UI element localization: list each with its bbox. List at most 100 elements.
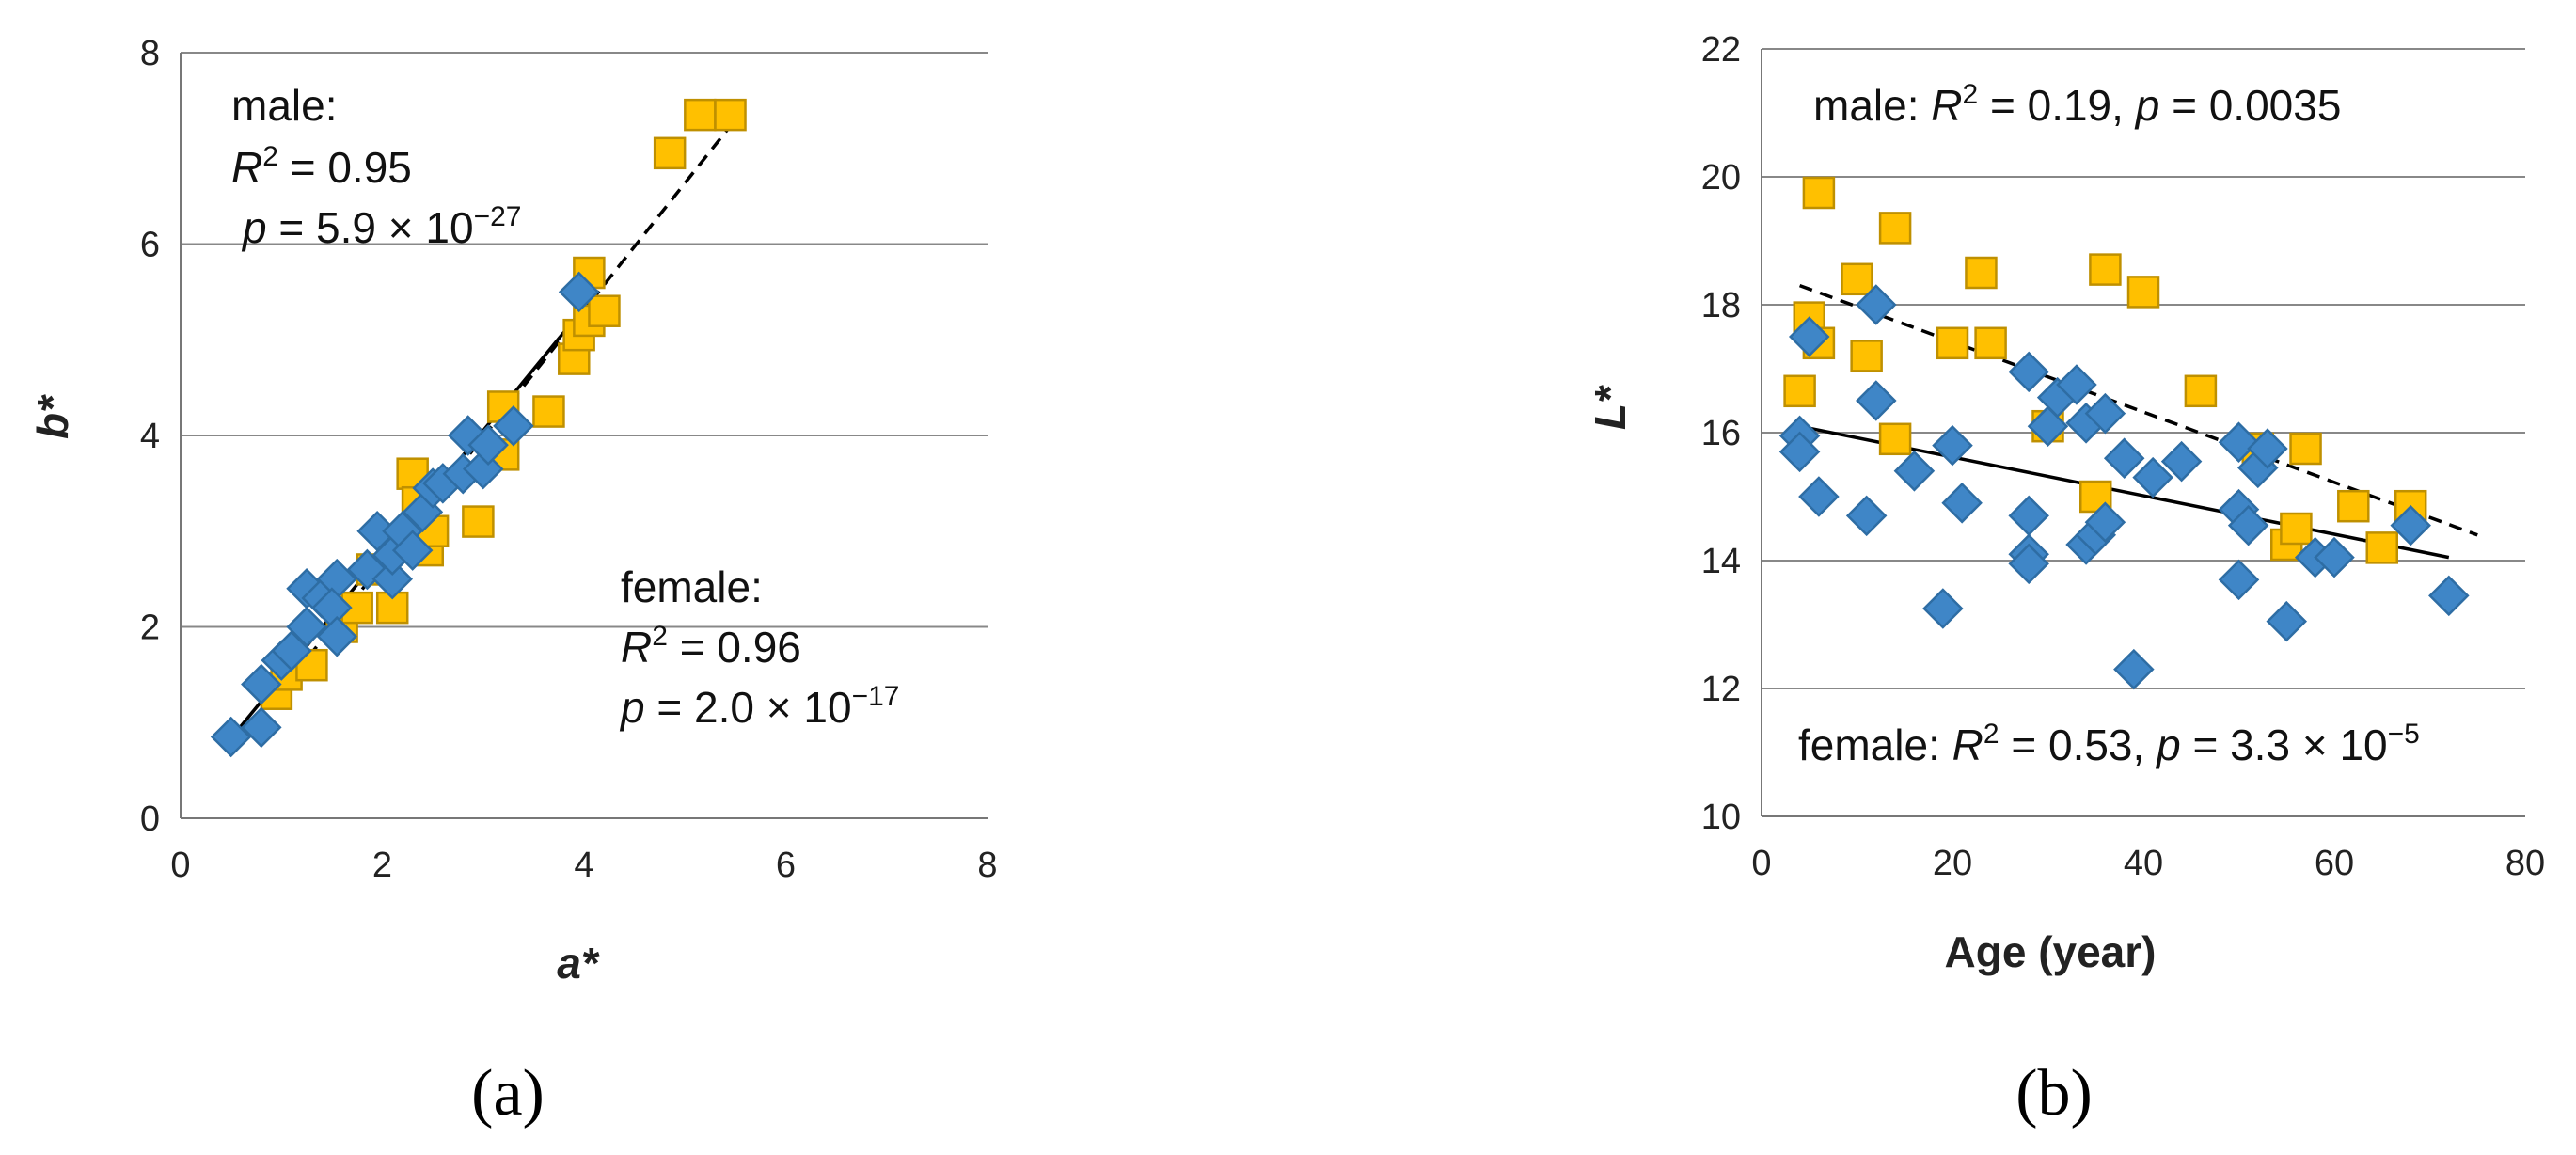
chart-b-x-tick-label: 0: [1751, 844, 1771, 883]
chart-b-y-tick-label: 16: [1701, 414, 1741, 453]
chart-b-female-point: [2103, 437, 2145, 479]
chart-b-male-point: [2289, 432, 2322, 466]
chart-b-male-point: [2184, 374, 2218, 408]
chart-b-male-point: [2280, 512, 2313, 546]
chart-a-x-tick-label: 4: [574, 846, 593, 885]
chart-b-male-point: [1783, 374, 1816, 408]
chart-a-female-point: [241, 706, 282, 749]
chart-b-male-point: [2089, 253, 2122, 286]
chart-b-y-tick-label: 20: [1701, 158, 1741, 198]
chart-b-female-point: [1856, 284, 1897, 325]
chart-b-female-point: [2008, 351, 2049, 393]
chart-b-male-point: [1878, 422, 1912, 456]
chart-a-male-point: [684, 98, 717, 132]
chart-b-female-point: [1778, 431, 1821, 473]
chart-b-x-tick-label: 60: [2315, 844, 2354, 883]
chart-a-female-annotation-label: female:: [621, 562, 763, 611]
chart-b-female-point: [2314, 536, 2355, 578]
chart-a-y-tick-label: 0: [140, 799, 160, 839]
chart-a-male-point: [714, 98, 747, 132]
chart-b-male-point: [2337, 489, 2370, 523]
chart-b-male-point: [1841, 262, 1873, 296]
chart-b-female-point: [2084, 501, 2126, 543]
chart-b-female-point: [2084, 392, 2126, 435]
chart-b-male-point: [2365, 531, 2398, 564]
chart-a-female-point: [316, 615, 358, 657]
chart-b-male-point: [2079, 480, 2112, 514]
chart-b-female-point: [1798, 476, 1840, 517]
chart-a-male-point: [588, 294, 621, 327]
chart-b-female-point: [2008, 543, 2049, 585]
chart-b-female-point: [2428, 575, 2470, 617]
chart-a-female-point: [467, 424, 509, 466]
chart-b-female-point: [2218, 559, 2260, 601]
chart-a-male-r2: R2 = 0.95: [231, 141, 412, 192]
chart-a-male-annotation-label: male:: [231, 81, 337, 130]
chart-b-male-point: [1965, 256, 1998, 290]
chart-b-y-tick-label: 12: [1701, 670, 1741, 709]
chart-b: 0 20 40 60 80 10 12 14 16 18 20 22 Age (year) L* m…: [1586, 30, 2545, 976]
chart-a-female-point: [371, 558, 413, 600]
chart-b-female-point: [2218, 421, 2260, 463]
chart-a-female-p: p = 2.0 × 10−17: [619, 681, 899, 732]
chart-b-female-point: [1845, 495, 1888, 537]
chart-b-female-annotation: female: R2 = 0.53, p = 3.3 × 10−5: [1798, 719, 2420, 769]
chart-b-female-point: [2247, 428, 2288, 469]
chart-b-female-point: [1893, 451, 1936, 492]
chart-a-male-p: p = 5.9 × 10−27: [241, 201, 521, 252]
chart-a: 0 2 4 6 8 0 2 4 6 8 a* b* male: R2 = 0.95 p = 5.…: [28, 34, 998, 988]
chart-b-female-point: [2056, 364, 2097, 405]
chart-a-female-point: [391, 530, 434, 571]
chart-a-ylabel: b*: [28, 394, 77, 439]
chart-a-y-tick-label: 2: [140, 609, 160, 648]
chart-b-female-point: [2390, 504, 2431, 546]
chart-b-female-point: [2132, 456, 2173, 498]
chart-a-y-tick-label: 4: [140, 417, 160, 456]
chart-b-female-point: [2227, 504, 2269, 546]
chart-a-y-tick-label: 6: [140, 226, 160, 265]
chart-b-female-point: [2266, 600, 2308, 642]
panel-label-b: (b): [2015, 1057, 2093, 1130]
chart-a-female-point: [241, 663, 282, 705]
chart-b-x-tick-label: 20: [1933, 844, 1972, 883]
chart-a-male-point: [532, 395, 565, 428]
chart-a-male-point: [462, 505, 495, 538]
chart-a-xlabel: a*: [557, 939, 600, 988]
panel-label-a: (a): [471, 1057, 545, 1130]
chart-b-x-tick-label: 80: [2505, 844, 2545, 883]
chart-a-x-tick-label: 0: [170, 846, 190, 885]
chart-a-female-point: [286, 606, 327, 648]
chart-b-female-point: [1922, 588, 1964, 629]
chart-b-female-point: [2160, 440, 2203, 483]
chart-b-female-point: [1856, 380, 1897, 421]
chart-a-female-point: [558, 271, 600, 313]
chart-b-female-point: [2113, 648, 2155, 690]
chart-a-female-r2: R2 = 0.96: [621, 621, 801, 672]
chart-a-y-tick-label: 8: [140, 34, 160, 73]
chart-b-fit-male: [1798, 283, 2478, 537]
chart-b-female-point: [1788, 316, 1830, 357]
chart-b-male-annotation: male: R2 = 0.19, p = 0.0035: [1813, 79, 2341, 130]
chart-a-male-point: [653, 136, 687, 170]
chart-b-male-point: [1850, 340, 1883, 372]
chart-b-xlabel: Age (year): [1945, 927, 2157, 976]
chart-a-female-point: [493, 405, 534, 447]
chart-b-male-point: [1974, 326, 2007, 360]
chart-a-x-tick-label: 6: [776, 846, 796, 885]
chart-a-female-point: [210, 716, 252, 758]
chart-b-male-point: [2126, 276, 2160, 309]
chart-a-male-point: [340, 591, 373, 625]
chart-a-x-tick-label: 2: [372, 846, 392, 885]
chart-b-x-tick-label: 40: [2124, 844, 2163, 883]
chart-b-ylabel: L*: [1586, 385, 1635, 430]
chart-b-female-point: [1932, 424, 1973, 467]
chart-b-male-point: [1802, 176, 1836, 210]
chart-b-y-tick-label: 22: [1701, 30, 1741, 70]
chart-b-y-tick-label: 18: [1701, 286, 1741, 325]
chart-b-female-point: [1941, 483, 1983, 524]
chart-b-y-tick-label: 14: [1701, 542, 1741, 581]
chart-b-male-point: [1878, 212, 1912, 245]
chart-a-x-tick-label: 8: [977, 846, 997, 885]
chart-b-y-tick-label: 10: [1701, 798, 1741, 837]
